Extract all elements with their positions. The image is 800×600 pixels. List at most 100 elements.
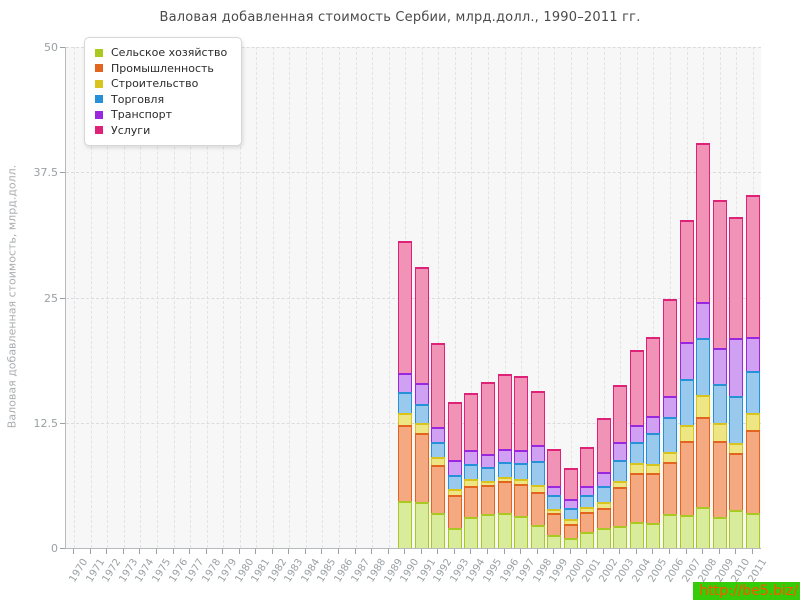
bar-segment-2002[interactable] <box>596 501 611 508</box>
bar-segment-2006[interactable] <box>662 298 677 396</box>
bar-segment-1998[interactable] <box>530 460 545 485</box>
bar-segment-1998[interactable] <box>530 491 545 525</box>
bar-segment-2005[interactable] <box>646 472 661 523</box>
bar-segment-2000[interactable] <box>563 498 578 508</box>
bar-segment-2000[interactable] <box>563 467 578 499</box>
bar-segment-2011[interactable] <box>745 512 760 548</box>
bar-segment-1999[interactable] <box>547 494 562 509</box>
bar-segment-2006[interactable] <box>662 513 677 548</box>
bar-segment-2003[interactable] <box>613 384 628 442</box>
bar-segment-2004[interactable] <box>629 472 644 522</box>
bar-segment-2002[interactable] <box>596 471 611 486</box>
bar-segment-1993[interactable] <box>447 527 462 548</box>
bar-segment-1993[interactable] <box>447 488 462 495</box>
bar-segment-2002[interactable] <box>596 527 611 548</box>
bar-segment-2010[interactable] <box>729 442 744 453</box>
bar-segment-1991[interactable] <box>414 422 429 433</box>
bar-segment-1998[interactable] <box>530 484 545 492</box>
bar-segment-1994[interactable] <box>464 485 479 517</box>
bar-segment-2002[interactable] <box>596 507 611 528</box>
bar-segment-1995[interactable] <box>480 453 495 467</box>
bar-segment-1995[interactable] <box>480 480 495 485</box>
bar-segment-2010[interactable] <box>729 217 744 338</box>
bar-segment-1994[interactable] <box>464 463 479 479</box>
bar-segment-2001[interactable] <box>580 531 595 548</box>
bar-segment-1992[interactable] <box>431 456 446 465</box>
bar-segment-2008[interactable] <box>696 143 711 302</box>
bar-segment-2004[interactable] <box>629 424 644 442</box>
bar-segment-1996[interactable] <box>497 448 512 462</box>
bar-segment-1994[interactable] <box>464 449 479 464</box>
bar-segment-1997[interactable] <box>514 375 529 450</box>
bar-segment-2004[interactable] <box>629 441 644 463</box>
bar-segment-2004[interactable] <box>629 349 644 425</box>
legend-item[interactable]: Промышленность <box>95 61 227 77</box>
bar-segment-2011[interactable] <box>745 195 760 337</box>
bar-segment-1993[interactable] <box>447 494 462 528</box>
bar-segment-1992[interactable] <box>431 464 446 513</box>
bar-segment-2003[interactable] <box>613 525 628 548</box>
bar-segment-1990[interactable] <box>398 372 413 392</box>
bar-segment-1996[interactable] <box>497 461 512 477</box>
bar-segment-1995[interactable] <box>480 513 495 548</box>
bar-segment-2000[interactable] <box>563 518 578 524</box>
bar-segment-1992[interactable] <box>431 342 446 427</box>
bar-segment-2010[interactable] <box>729 337 744 396</box>
bar-segment-1990[interactable] <box>398 424 413 501</box>
bar-segment-2001[interactable] <box>580 494 595 507</box>
bar-segment-2007[interactable] <box>679 424 694 441</box>
bar-segment-1998[interactable] <box>530 390 545 445</box>
bar-segment-1991[interactable] <box>414 267 429 383</box>
bar-segment-1994[interactable] <box>464 392 479 450</box>
bar-segment-1999[interactable] <box>547 485 562 495</box>
bar-segment-1994[interactable] <box>464 478 479 486</box>
bar-segment-1997[interactable] <box>514 462 529 479</box>
bar-segment-1992[interactable] <box>431 441 446 457</box>
bar-segment-2005[interactable] <box>646 336 661 416</box>
bar-segment-2011[interactable] <box>745 412 760 430</box>
bar-segment-1997[interactable] <box>514 483 529 516</box>
bar-segment-2000[interactable] <box>563 537 578 548</box>
bar-segment-2002[interactable] <box>596 417 611 472</box>
bar-segment-2000[interactable] <box>563 523 578 538</box>
bar-segment-2005[interactable] <box>646 463 661 473</box>
bar-segment-2011[interactable] <box>745 370 760 413</box>
bar-segment-1993[interactable] <box>447 459 462 475</box>
bar-segment-2003[interactable] <box>613 441 628 460</box>
bar-segment-2003[interactable] <box>613 480 628 487</box>
bar-segment-2003[interactable] <box>613 486 628 526</box>
bar-segment-1990[interactable] <box>398 500 413 548</box>
bar-segment-2009[interactable] <box>712 200 727 348</box>
bar-segment-1996[interactable] <box>497 476 512 481</box>
bar-segment-2009[interactable] <box>712 440 727 517</box>
bar-segment-2000[interactable] <box>563 507 578 519</box>
bar-segment-1991[interactable] <box>414 403 429 423</box>
bar-segment-2005[interactable] <box>646 432 661 464</box>
bar-segment-1996[interactable] <box>497 480 512 513</box>
bar-segment-2001[interactable] <box>580 485 595 495</box>
bar-segment-2007[interactable] <box>679 220 694 342</box>
bar-segment-2010[interactable] <box>729 452 744 510</box>
bar-segment-1995[interactable] <box>480 466 495 481</box>
bar-segment-1999[interactable] <box>547 534 562 548</box>
bar-segment-2008[interactable] <box>696 301 711 338</box>
bar-segment-2006[interactable] <box>662 416 677 452</box>
bar-segment-2007[interactable] <box>679 440 694 515</box>
bar-segment-2009[interactable] <box>712 422 727 441</box>
bar-segment-1999[interactable] <box>547 512 562 535</box>
bar-segment-1991[interactable] <box>414 501 429 548</box>
bar-segment-1995[interactable] <box>480 484 495 514</box>
bar-segment-1997[interactable] <box>514 515 529 548</box>
bar-segment-1990[interactable] <box>398 241 413 373</box>
bar-segment-2007[interactable] <box>679 341 694 379</box>
bar-segment-2009[interactable] <box>712 516 727 548</box>
bar-segment-2009[interactable] <box>712 347 727 384</box>
bar-segment-2006[interactable] <box>662 395 677 417</box>
bar-segment-1998[interactable] <box>530 444 545 461</box>
bar-segment-1998[interactable] <box>530 524 545 548</box>
bar-segment-2011[interactable] <box>745 336 760 371</box>
legend-item[interactable]: Сельское хозяйство <box>95 45 227 61</box>
bar-segment-2007[interactable] <box>679 514 694 548</box>
legend-item[interactable]: Услуги <box>95 123 227 139</box>
bar-segment-2006[interactable] <box>662 461 677 514</box>
